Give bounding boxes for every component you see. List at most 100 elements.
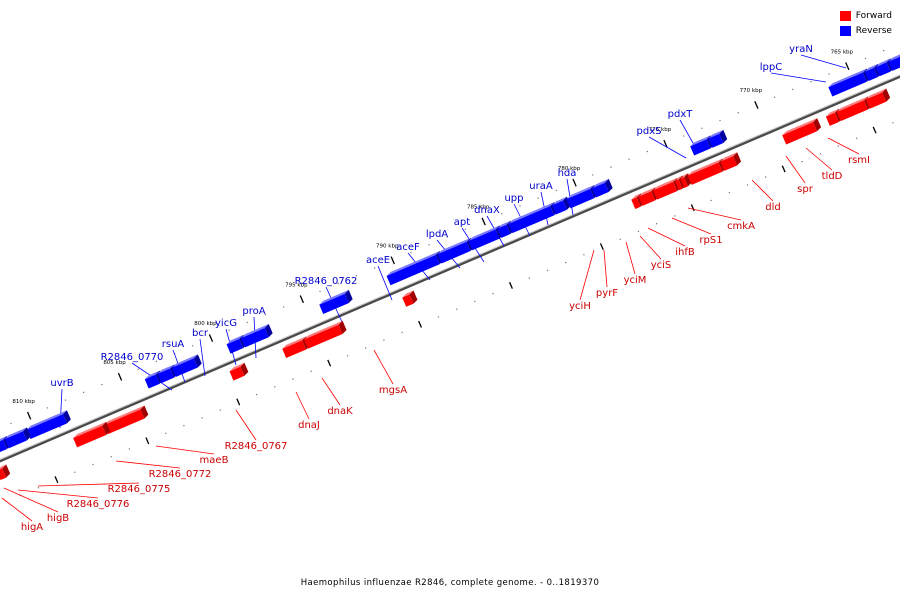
gene-label-aceE[interactable]: aceE — [366, 255, 390, 266]
gene-label-R2846_0776[interactable]: R2846_0776 — [67, 499, 130, 510]
gene-R2846_0772[interactable] — [73, 421, 111, 448]
minor-tick-dot — [455, 308, 458, 310]
gene-top-face — [144, 370, 160, 380]
gene-label-yciM[interactable]: yciM — [624, 275, 647, 286]
gene-proA[interactable] — [241, 324, 273, 348]
minor-tick-dot — [428, 244, 430, 246]
tick-mark — [390, 256, 395, 265]
gene-side-face — [409, 290, 418, 304]
gene-uvrB[interactable] — [26, 410, 71, 440]
gene-label-aceF[interactable]: aceF — [396, 242, 420, 253]
minor-tick-dot — [719, 119, 721, 122]
gene-label-mgsA[interactable]: mgsA — [379, 385, 407, 396]
gene-label-ihfB[interactable]: ihfB — [675, 247, 695, 258]
gene-top-face — [836, 96, 869, 112]
gene-dld[interactable] — [782, 118, 822, 145]
gene-label-rsmI[interactable]: rsmI — [848, 155, 870, 166]
gene-label-apt[interactable]: apt — [454, 217, 470, 228]
gene-top-face — [304, 320, 343, 340]
gene-label-R2846_0762[interactable]: R2846_0762 — [295, 276, 358, 287]
gene-label-proA[interactable]: proA — [242, 306, 265, 317]
gene-label-higB[interactable]: higB — [47, 513, 69, 524]
gene-higB[interactable] — [0, 464, 11, 480]
gene-label-pdxS[interactable]: pdxS — [637, 126, 662, 137]
gene-label-dnaK[interactable]: dnaK — [327, 406, 353, 417]
leader-line — [17, 489, 99, 499]
gene-front-face — [687, 162, 723, 185]
gene-upp[interactable] — [552, 196, 571, 215]
gene-R2846_0767[interactable] — [229, 362, 249, 381]
gene-label-lpdA[interactable]: lpdA — [426, 229, 448, 240]
gene-front-face — [402, 294, 414, 307]
gene-aceE[interactable] — [386, 251, 444, 286]
gene-dnaK[interactable] — [304, 320, 347, 349]
leader-line — [770, 72, 827, 83]
gene-maeB[interactable] — [104, 405, 149, 435]
gene-front-face — [386, 255, 440, 286]
gene-label-bcr[interactable]: bcr — [192, 328, 209, 339]
gene-mgsA[interactable] — [402, 290, 418, 307]
gene-pdxT[interactable] — [708, 129, 728, 148]
gene-label-dnaX[interactable]: dnaX — [474, 205, 500, 216]
gene-hda[interactable] — [592, 178, 613, 198]
gene-label-yciH[interactable]: yciH — [569, 301, 591, 312]
minor-tick-dot — [528, 277, 531, 279]
gene-side-face — [344, 289, 353, 304]
gene-label-tldD[interactable]: tldD — [822, 171, 843, 182]
gene-r2[interactable] — [888, 46, 900, 71]
tick-label: 770 kbp — [740, 88, 763, 94]
gene-top-face — [229, 362, 245, 372]
minor-tick-dot — [101, 383, 103, 386]
gene-bcr[interactable] — [172, 354, 202, 377]
gene-side-face — [604, 178, 613, 193]
gene-label-maeB[interactable]: maeB — [200, 455, 229, 466]
gene-rsmI[interactable] — [865, 88, 891, 109]
gene-front-face — [631, 197, 641, 209]
gene-front-face — [144, 374, 160, 389]
gene-front-face — [229, 366, 245, 381]
gene-top-face — [631, 193, 641, 200]
gene-side-face — [733, 152, 742, 166]
gene-top-face — [566, 185, 595, 200]
gene-label-dnaJ[interactable]: dnaJ — [298, 420, 320, 431]
gene-top-face — [674, 175, 683, 182]
gene-label-uraA[interactable]: uraA — [529, 181, 553, 192]
gene-front-face — [875, 62, 891, 77]
gene-dnaX[interactable] — [508, 202, 559, 234]
gene-label-spr[interactable]: spr — [797, 184, 814, 195]
gene-label-yicG[interactable]: yicG — [215, 318, 237, 329]
reverse-swatch — [839, 25, 851, 36]
gene-label-yraN[interactable]: yraN — [789, 44, 813, 55]
gene-label-rpS1[interactable]: rpS1 — [699, 235, 722, 246]
gene-R2846_0762[interactable] — [319, 289, 353, 314]
gene-top-face — [497, 220, 511, 229]
gene-label-R2846_0775[interactable]: R2846_0775 — [108, 484, 171, 495]
gene-label-yciS[interactable]: yciS — [651, 260, 672, 271]
gene-label-R2846_0767[interactable]: R2846_0767 — [225, 441, 288, 452]
tick-mark — [236, 398, 241, 406]
gene-label-uvrB[interactable]: uvrB — [50, 378, 73, 389]
gene-label-lppC[interactable]: lppC — [760, 62, 782, 73]
gene-label-R2846_0772[interactable]: R2846_0772 — [149, 469, 212, 480]
gene-cmkA[interactable] — [720, 152, 742, 171]
gene-rpS1[interactable] — [687, 158, 727, 185]
gene-r01[interactable] — [4, 427, 31, 449]
gene-label-rsuA[interactable]: rsuA — [162, 339, 185, 350]
minor-tick-dot — [464, 228, 467, 230]
gene-label-upp[interactable]: upp — [504, 193, 523, 204]
gene-label-pyrF[interactable]: pyrF — [596, 288, 618, 299]
gene-label-R2846_0770[interactable]: R2846_0770 — [101, 352, 164, 363]
gene-label-pdxT[interactable]: pdxT — [668, 109, 694, 120]
gene-label-higA[interactable]: higA — [21, 522, 43, 533]
minor-tick-dot — [710, 199, 712, 202]
tick-mark — [572, 178, 577, 187]
leader-line — [3, 487, 59, 513]
leader-line — [625, 241, 636, 275]
gene-label-hda[interactable]: hda — [558, 168, 577, 179]
gene-ihfB[interactable] — [680, 173, 692, 188]
gene-label-cmkA[interactable]: cmkA — [727, 221, 755, 232]
tick-label: 785 kbp — [467, 205, 490, 211]
gene-top-face — [690, 135, 711, 147]
gene-label-dld[interactable]: dld — [765, 202, 780, 213]
